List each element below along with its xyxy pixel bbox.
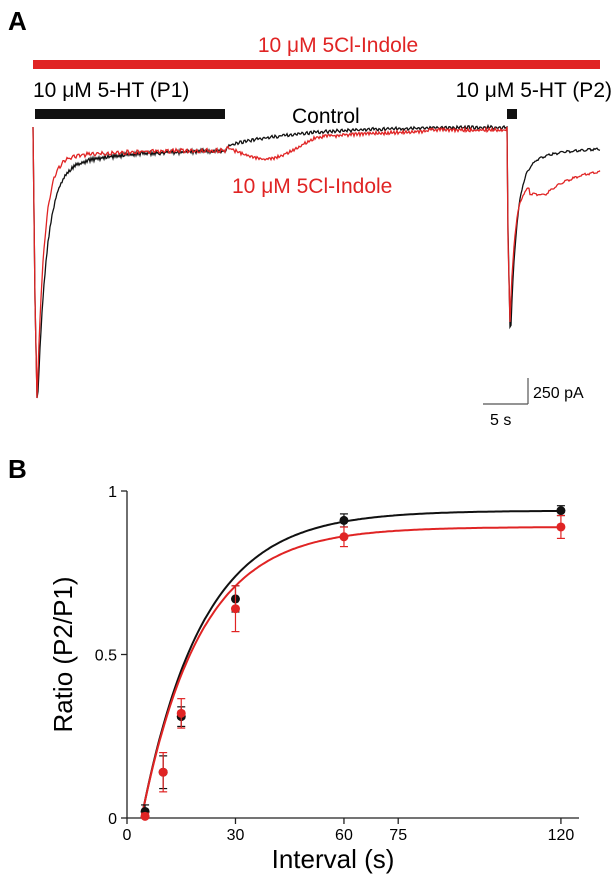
drug-application-bar (33, 60, 600, 69)
drug-bar-label: 10 μM 5Cl-Indole (258, 34, 418, 57)
x-tick-label: 0 (123, 827, 132, 844)
y-tick-label: 0.5 (95, 648, 117, 665)
control-trace (32, 123, 601, 399)
axes: 0 0.5 1 0 30 60 75 120 (95, 484, 579, 844)
data-point (230, 604, 240, 614)
x-tick-label: 30 (227, 827, 245, 844)
indole-trace-label: 10 μM 5Cl-Indole (232, 175, 392, 198)
scale-time-label: 5 s (490, 412, 511, 429)
p2-label: 10 μM 5-HT (P2) (456, 79, 612, 102)
indole-trace (32, 125, 601, 399)
p1-label: 10 μM 5-HT (P1) (33, 79, 189, 102)
data-point (140, 811, 150, 821)
data-point (556, 506, 566, 516)
panel-b-label: B (8, 454, 27, 484)
p1-application-bar (35, 109, 225, 119)
y-tick-label: 0 (108, 811, 117, 828)
x-tick-label: 75 (389, 827, 407, 844)
data-points (140, 505, 566, 821)
x-tick-label: 120 (548, 827, 575, 844)
data-point (339, 515, 349, 525)
y-axis-title: Ratio (P2/P1) (48, 576, 78, 732)
x-tick-label: 60 (335, 827, 353, 844)
scale-bar: 250 pA 5 s (483, 378, 584, 429)
fit-curve-series-1 (140, 509, 561, 819)
ratio-chart: 0 0.5 1 0 30 60 75 120 (95, 484, 579, 844)
scale-current-label: 250 pA (533, 385, 584, 402)
fit-curves (140, 509, 561, 819)
x-axis-title: Interval (s) (272, 844, 395, 874)
panel-a: A 10 μM 5Cl-Indole 10 μM 5-HT (P1) 10 μM… (8, 6, 612, 429)
panel-b: B 0 0.5 1 0 30 60 75 120 Ratio (P2/P1) Interval… (8, 454, 579, 874)
data-point (176, 708, 186, 718)
data-point (158, 767, 168, 777)
data-point (556, 522, 566, 532)
y-tick-label: 1 (108, 484, 117, 501)
control-trace-label: Control (292, 105, 360, 128)
panel-a-label: A (8, 6, 27, 36)
fit-curve-series-2 (140, 526, 561, 819)
p2-application-bar (507, 109, 517, 119)
data-point (339, 532, 349, 542)
